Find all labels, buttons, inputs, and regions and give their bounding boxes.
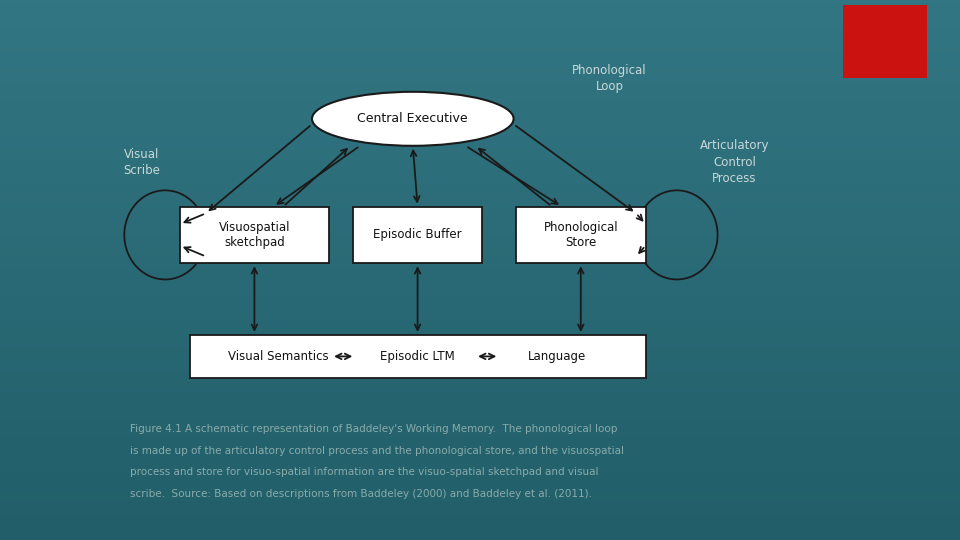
Text: Central Executive: Central Executive <box>357 112 468 125</box>
Text: process and store for visuo-spatial information are the visuo-spatial sketchpad : process and store for visuo-spatial info… <box>130 467 598 477</box>
Bar <box>843 5 927 78</box>
Text: Visual Semantics: Visual Semantics <box>228 350 328 363</box>
FancyBboxPatch shape <box>516 206 645 263</box>
Text: scribe.  Source: Based on descriptions from Baddeley (2000) and Baddeley et al. : scribe. Source: Based on descriptions fr… <box>130 489 591 499</box>
FancyBboxPatch shape <box>353 206 482 263</box>
Text: Language: Language <box>528 350 586 363</box>
Text: Phonological
Store: Phonological Store <box>543 221 618 249</box>
Text: Articulatory
Control
Process: Articulatory Control Process <box>700 139 769 185</box>
Text: Visuospatial
sketchpad: Visuospatial sketchpad <box>219 221 290 249</box>
Text: Visual
Scribe: Visual Scribe <box>124 147 160 177</box>
Text: Episodic LTM: Episodic LTM <box>380 350 455 363</box>
FancyBboxPatch shape <box>190 335 645 378</box>
Text: Phonological
Loop: Phonological Loop <box>572 64 647 93</box>
Text: Figure 4.1 A schematic representation of Baddeley's Working Memory.  The phonolo: Figure 4.1 A schematic representation of… <box>130 424 617 434</box>
Ellipse shape <box>312 92 514 146</box>
FancyBboxPatch shape <box>180 206 328 263</box>
Text: is made up of the articulatory control process and the phonological store, and t: is made up of the articulatory control p… <box>130 446 624 456</box>
Text: Episodic Buffer: Episodic Buffer <box>373 228 462 241</box>
